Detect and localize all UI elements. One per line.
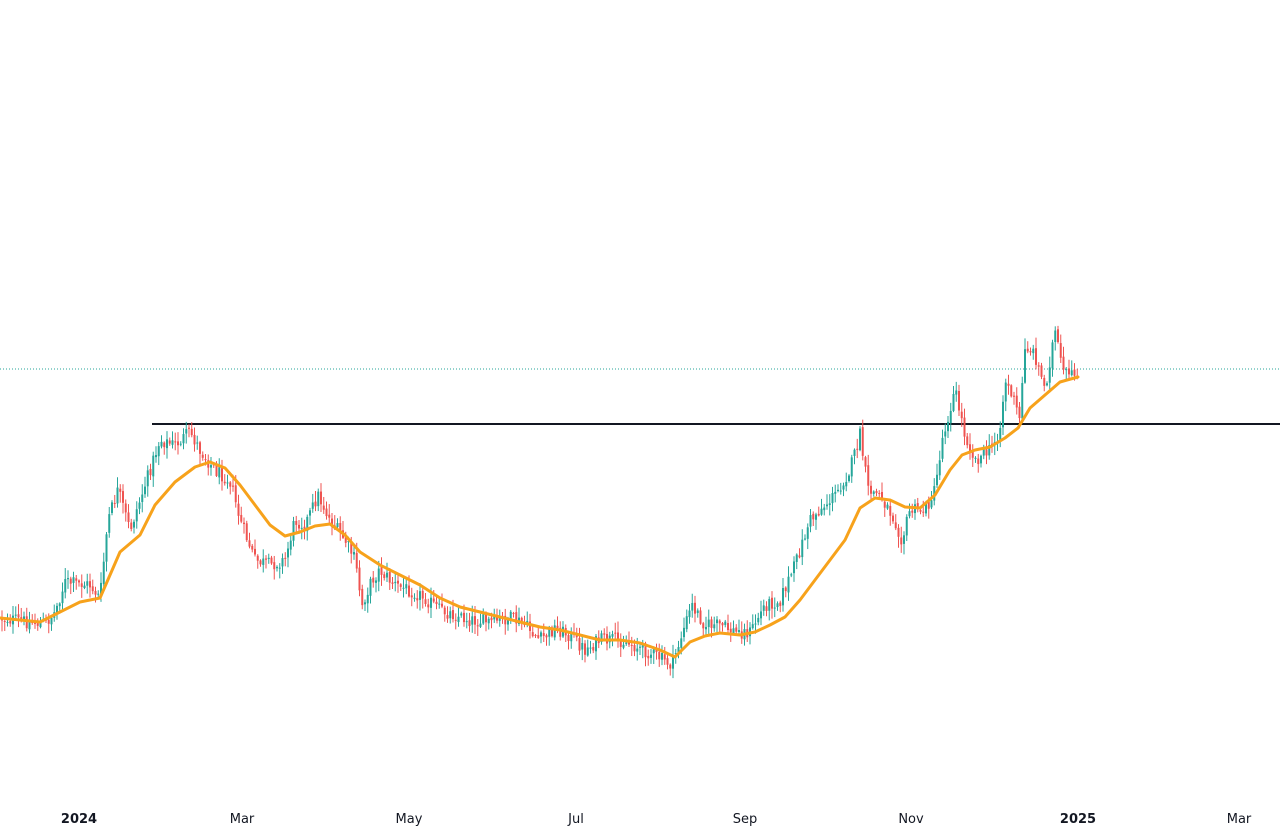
x-tick-label: Jul [568,812,584,827]
x-tick-label: 2024 [60,812,98,827]
horizontal-lines [0,368,1280,425]
time-axis[interactable]: 2024 Mar May Jul Sep Nov 2025 Mar [0,800,1280,832]
x-tick-label: Mar [1226,812,1252,827]
moving-average-line [0,375,1080,659]
x-tick-label: May [395,812,423,827]
candlestick-chart[interactable] [0,0,1280,800]
chart-area[interactable] [0,0,1280,800]
x-tick-label: Sep [732,812,758,827]
x-tick-label: Mar [229,812,255,827]
x-tick-label: 2025 [1059,812,1097,827]
candles [1,325,1079,679]
x-tick-label: Nov [898,812,924,827]
